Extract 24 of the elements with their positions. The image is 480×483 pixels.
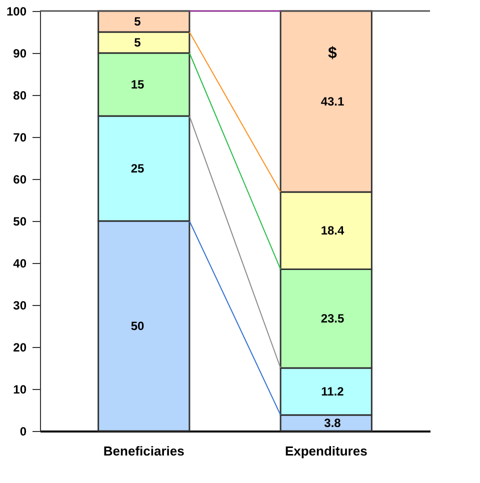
- y-tick-label: 100: [6, 4, 27, 18]
- data-label: 50: [130, 319, 144, 333]
- y-tick-label: 60: [13, 172, 27, 186]
- x-tick-label: Expenditures: [284, 444, 368, 458]
- y-tick-label: 20: [13, 340, 27, 354]
- y-tick-label: 80: [13, 88, 27, 102]
- data-label: 5: [134, 36, 142, 50]
- data-label: 18.4: [320, 224, 344, 238]
- annotation: $: [328, 45, 338, 62]
- data-label: 23.5: [320, 312, 344, 326]
- y-tick-label: 40: [13, 256, 27, 270]
- y-tick-label: 90: [13, 46, 27, 60]
- data-label: 11.2: [321, 384, 344, 399]
- y-tick-label: 50: [13, 214, 27, 228]
- data-label: 15: [130, 78, 144, 92]
- data-label: 5: [134, 14, 142, 28]
- y-tick-label: 0: [20, 424, 27, 438]
- y-tick-label: 10: [13, 382, 27, 396]
- y-tick-label: 70: [13, 130, 27, 144]
- x-tick-label: Beneficiaries: [103, 444, 184, 458]
- data-label: 43.1: [320, 94, 344, 109]
- data-label: 25: [130, 162, 144, 176]
- data-label: 3.8: [324, 416, 342, 430]
- y-tick-label: 30: [13, 298, 27, 312]
